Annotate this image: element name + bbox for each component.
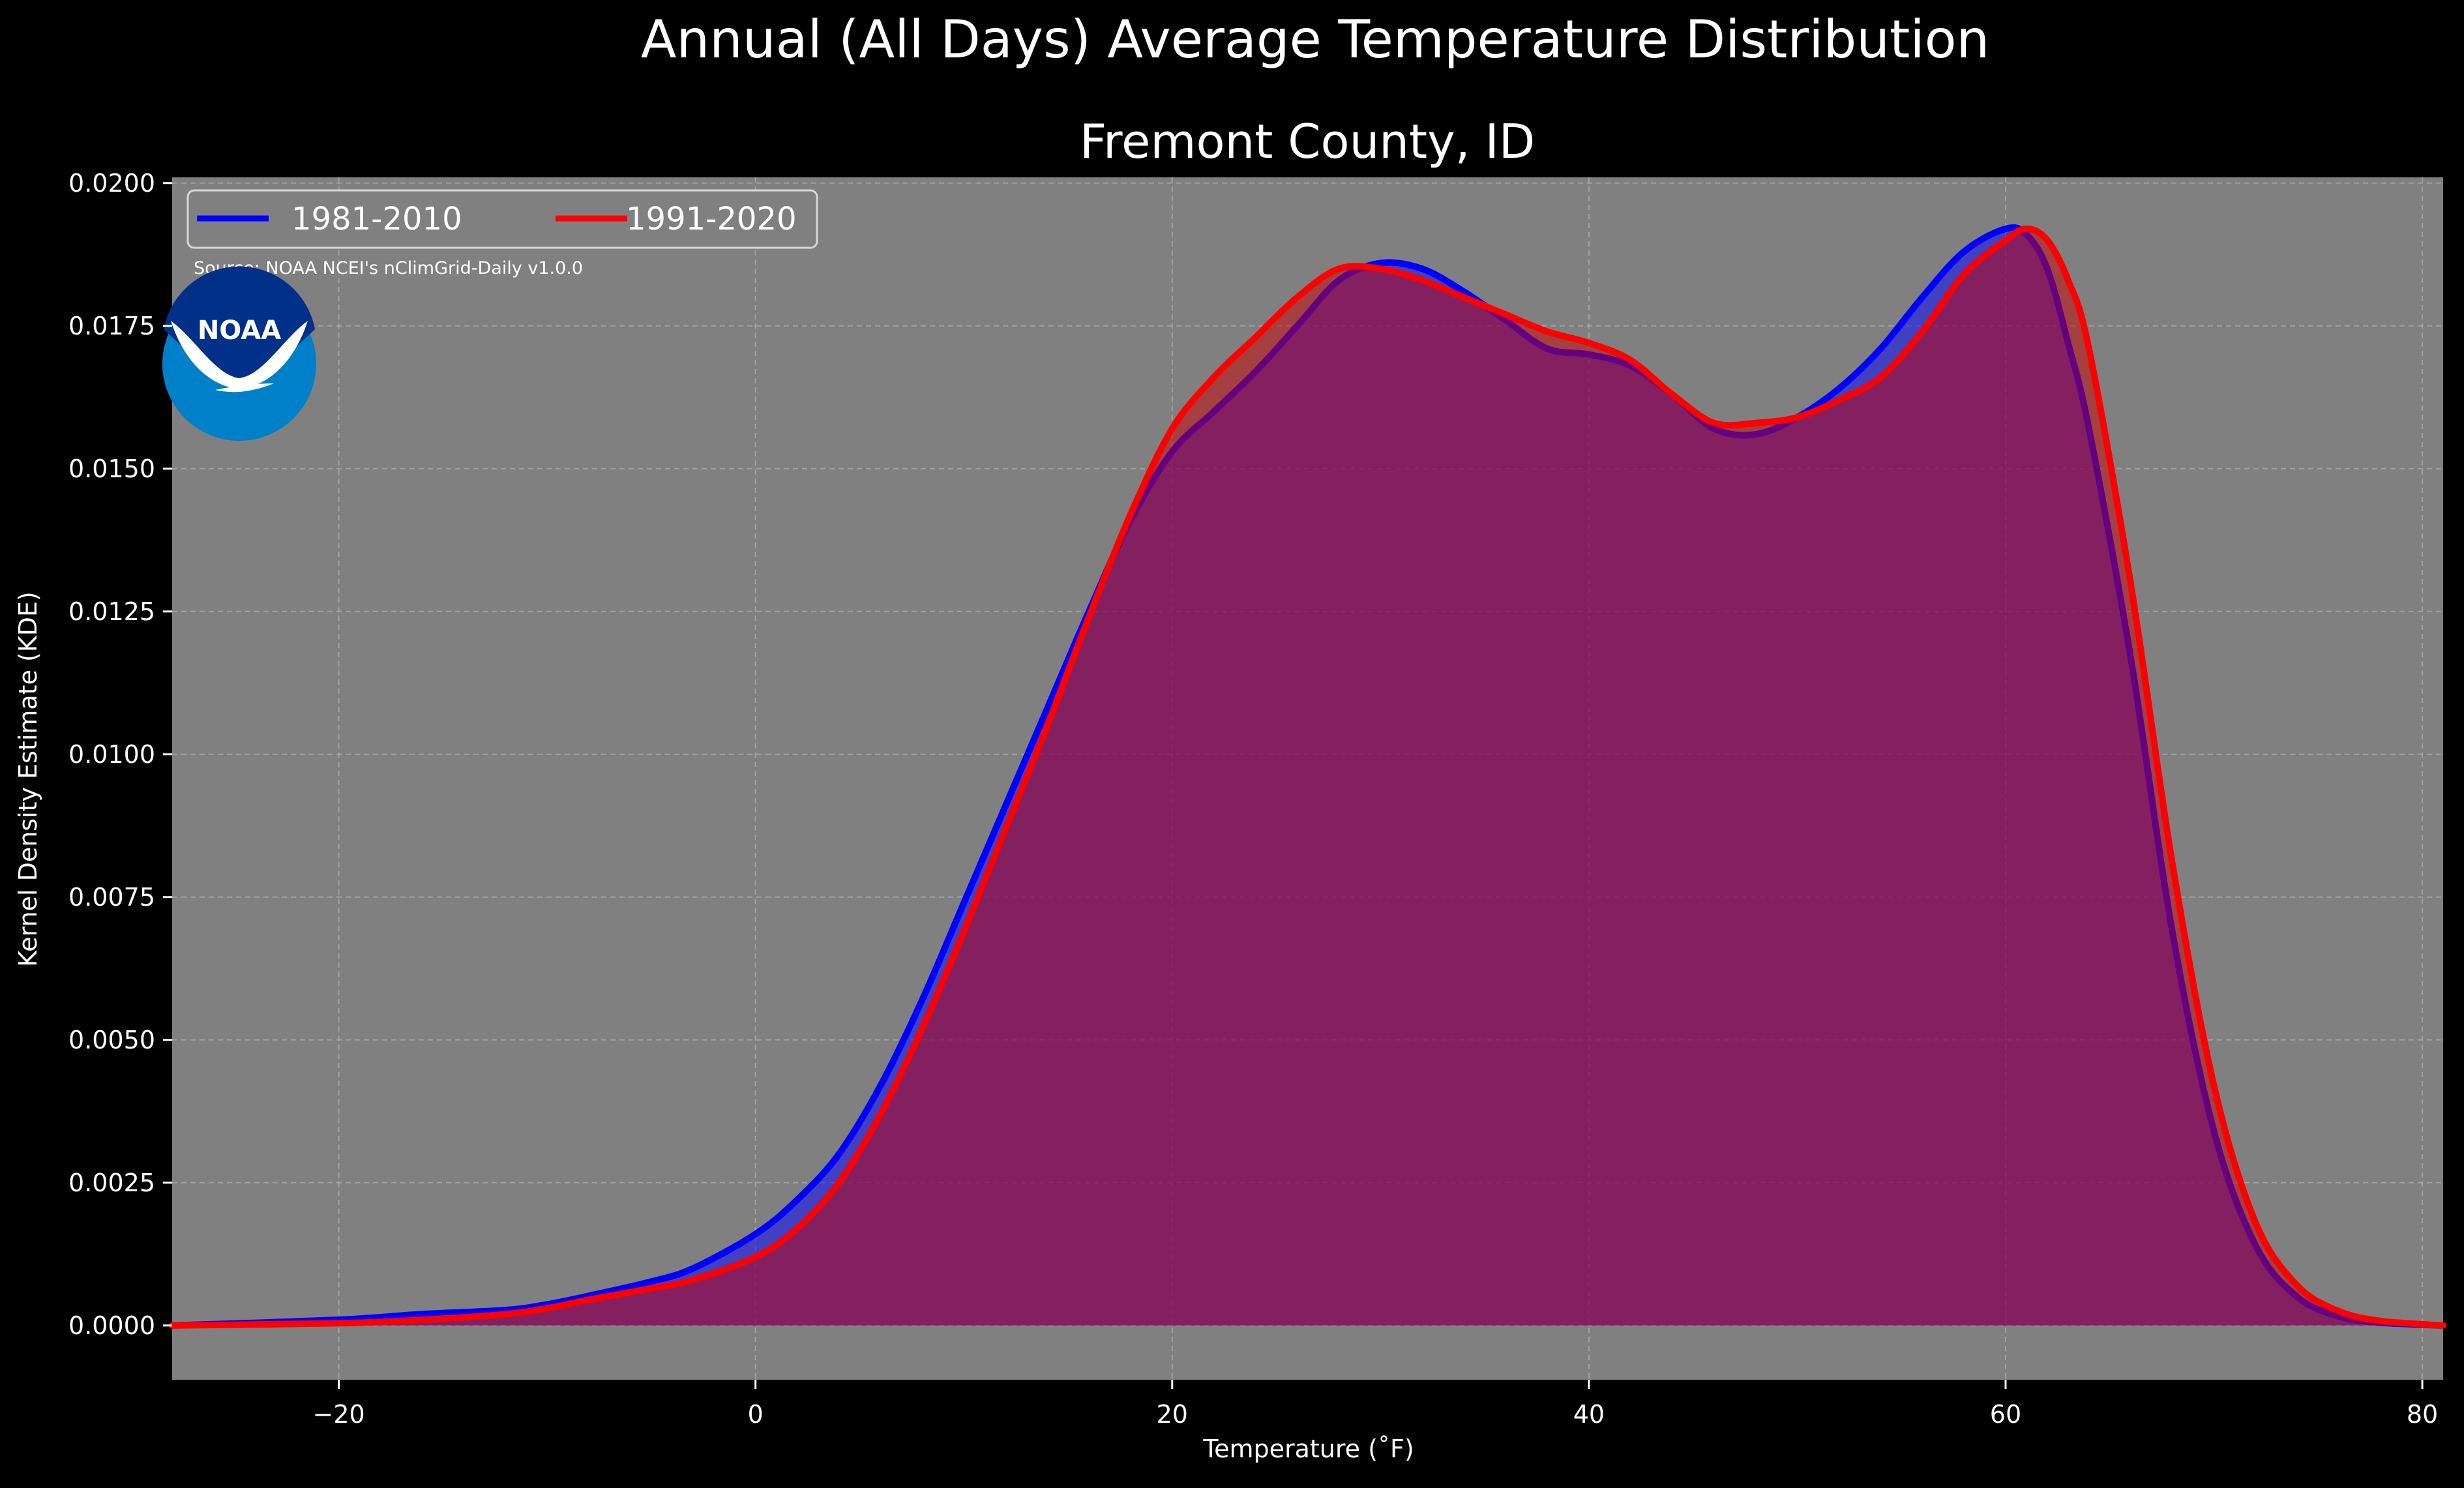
x-tick-label: 20 xyxy=(1157,1400,1188,1429)
y-axis-label: Kernel Density Estimate (KDE) xyxy=(14,591,42,967)
y-tick-label: 0.0150 xyxy=(68,454,155,483)
x-tick-label: 80 xyxy=(2407,1400,2438,1429)
y-tick-label: 0.0200 xyxy=(68,169,155,198)
legend-box xyxy=(186,189,818,249)
axes: −20 0 20 40 60 80 0.0000 0.0025 0.0050 0.0075 0.01… xyxy=(68,169,2438,1429)
legend-label-1981-2010: 1981-2010 xyxy=(291,201,462,237)
x-tick-label: 0 xyxy=(748,1400,764,1429)
x-axis-label: Temperature (˚F) xyxy=(1202,1435,1414,1463)
y-tick-label: 0.0175 xyxy=(68,312,155,340)
logo-text: NOAA xyxy=(198,316,281,346)
y-tick-label: 0.0125 xyxy=(68,597,155,626)
y-tick-label: 0.0050 xyxy=(68,1026,155,1054)
x-tick-label: −20 xyxy=(313,1400,365,1429)
x-tick-label: 60 xyxy=(1990,1400,2021,1429)
y-tick-label: 0.0075 xyxy=(68,883,155,912)
y-tick-label: 0.0000 xyxy=(68,1311,155,1340)
y-tick-label: 0.0100 xyxy=(68,740,155,769)
chart-subtitle: Fremont County, ID xyxy=(1080,114,1535,169)
logo-seagull-tail xyxy=(215,383,274,393)
series-line-1991-2020 xyxy=(169,225,2446,1329)
chart-title: Annual (All Days) Average Temperature Di… xyxy=(641,9,1989,70)
legend: 1981-2010 1991-2020 xyxy=(186,189,818,249)
logo-seagull xyxy=(171,321,308,389)
series-layer xyxy=(169,224,2446,1329)
area-fill-1991-2020 xyxy=(172,228,2443,1326)
y-tick-label: 0.0025 xyxy=(68,1168,155,1197)
x-tick-label: 40 xyxy=(1573,1400,1605,1429)
noaa-logo: NOAA xyxy=(162,266,316,441)
legend-label-1991-2020: 1991-2020 xyxy=(626,201,797,237)
